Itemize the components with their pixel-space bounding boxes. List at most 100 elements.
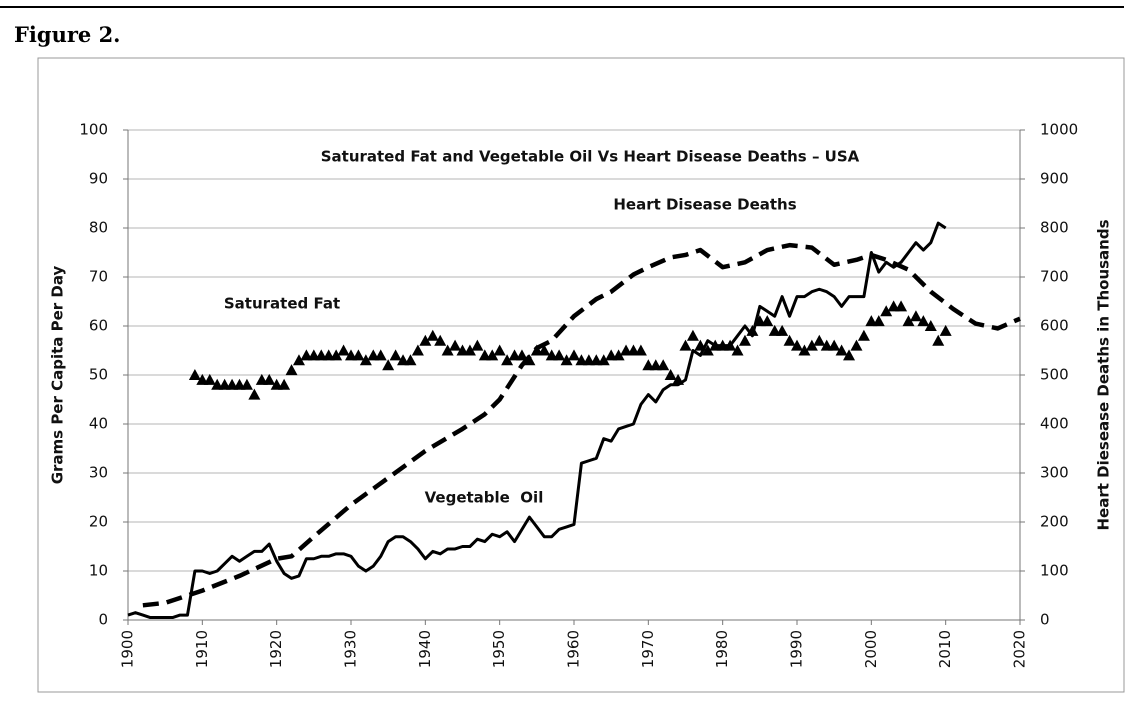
marker bbox=[404, 354, 417, 366]
y-tick-label: 0 bbox=[98, 611, 108, 629]
y2-tick-label: 800 bbox=[1040, 219, 1069, 237]
marker bbox=[337, 344, 350, 356]
marker bbox=[278, 378, 291, 390]
marker bbox=[761, 315, 774, 327]
marker bbox=[939, 324, 952, 336]
x-tick-label: 1950 bbox=[490, 630, 508, 668]
y-tick-label: 40 bbox=[89, 415, 108, 433]
annotation: Heart Disease Deaths bbox=[613, 196, 796, 214]
marker bbox=[471, 339, 484, 351]
y-tick-label: 30 bbox=[89, 464, 108, 482]
marker bbox=[783, 334, 796, 346]
y-tick-label: 10 bbox=[89, 562, 108, 580]
marker bbox=[909, 310, 922, 322]
marker bbox=[791, 339, 803, 351]
marker bbox=[902, 315, 915, 327]
marker bbox=[352, 349, 365, 361]
marker bbox=[835, 344, 848, 356]
marker bbox=[374, 349, 387, 361]
marker bbox=[657, 359, 670, 371]
marker bbox=[872, 315, 885, 327]
marker bbox=[463, 344, 476, 356]
marker bbox=[441, 344, 454, 356]
y-tick-label: 70 bbox=[89, 268, 108, 286]
marker bbox=[686, 329, 699, 341]
chart-frame bbox=[37, 57, 1125, 693]
marker bbox=[538, 344, 551, 356]
marker bbox=[776, 324, 789, 336]
annotation: Saturated Fat bbox=[224, 295, 340, 313]
x-tick-label: 1990 bbox=[788, 630, 806, 668]
marker bbox=[798, 344, 811, 356]
marker bbox=[664, 369, 677, 380]
x-tick-label: 1940 bbox=[416, 630, 434, 668]
marker bbox=[850, 339, 863, 351]
marker bbox=[434, 334, 447, 346]
marker bbox=[240, 378, 253, 390]
marker bbox=[330, 349, 343, 361]
y-tick-label: 90 bbox=[89, 170, 108, 188]
x-tick-label: 1930 bbox=[342, 630, 360, 668]
marker bbox=[285, 364, 298, 376]
x-tick-label: 1900 bbox=[119, 630, 137, 668]
marker bbox=[292, 354, 305, 366]
marker bbox=[612, 349, 625, 361]
marker bbox=[843, 349, 856, 361]
marker bbox=[426, 329, 439, 341]
marker bbox=[805, 339, 818, 351]
marker bbox=[924, 320, 937, 331]
marker bbox=[597, 354, 610, 366]
x-tick-label: 1960 bbox=[565, 630, 583, 668]
annotation: Vegetable Oil bbox=[425, 489, 544, 507]
y2-tick-label: 0 bbox=[1040, 611, 1050, 629]
y2-tick-label: 700 bbox=[1040, 268, 1069, 286]
marker bbox=[828, 339, 841, 351]
x-tick-label: 1910 bbox=[193, 630, 211, 668]
marker bbox=[560, 354, 573, 366]
marker bbox=[188, 369, 201, 380]
x-tick-label: 2000 bbox=[862, 630, 880, 668]
marker bbox=[679, 339, 692, 351]
marker bbox=[515, 349, 528, 361]
dashed-line bbox=[142, 242, 1021, 608]
y2-tick-label: 100 bbox=[1040, 562, 1069, 580]
marker bbox=[419, 334, 432, 346]
y2-tick-label: 200 bbox=[1040, 513, 1069, 531]
figure-label: Figure 2. bbox=[14, 22, 121, 47]
x-tick-label: 2020 bbox=[1011, 630, 1029, 668]
marker bbox=[493, 344, 506, 356]
marker bbox=[731, 344, 744, 356]
top-rule bbox=[0, 6, 1124, 8]
x-tick-label: 2010 bbox=[936, 630, 954, 668]
y-axis-label: Grams Per Capita Per Day bbox=[49, 265, 67, 484]
marker bbox=[382, 359, 395, 371]
x-tick-label: 1920 bbox=[267, 630, 285, 668]
marker bbox=[449, 339, 462, 351]
chart-title: Saturated Fat and Vegetable Oil Vs Heart… bbox=[321, 148, 860, 166]
y-tick-label: 100 bbox=[79, 121, 108, 139]
marker bbox=[738, 334, 751, 346]
y2-tick-label: 600 bbox=[1040, 317, 1069, 335]
y-tick-label: 60 bbox=[89, 317, 108, 335]
marker bbox=[634, 344, 647, 356]
marker bbox=[359, 354, 372, 366]
marker bbox=[263, 373, 276, 385]
y2-tick-label: 500 bbox=[1040, 366, 1069, 384]
marker bbox=[813, 334, 826, 346]
y-tick-label: 20 bbox=[89, 513, 108, 531]
marker bbox=[568, 349, 580, 361]
marker bbox=[932, 334, 945, 346]
marker bbox=[389, 349, 402, 361]
marker bbox=[857, 329, 870, 341]
marker bbox=[248, 388, 261, 400]
marker bbox=[501, 354, 514, 366]
y2-tick-label: 1000 bbox=[1040, 121, 1078, 139]
marker bbox=[553, 349, 566, 361]
x-tick-label: 1970 bbox=[639, 630, 657, 668]
y-tick-label: 50 bbox=[89, 366, 108, 384]
marker bbox=[203, 373, 216, 385]
y2-axis-label: Heart Diesease Deaths in Thousands bbox=[1095, 219, 1113, 530]
y2-tick-label: 300 bbox=[1040, 464, 1069, 482]
marker bbox=[880, 305, 893, 317]
